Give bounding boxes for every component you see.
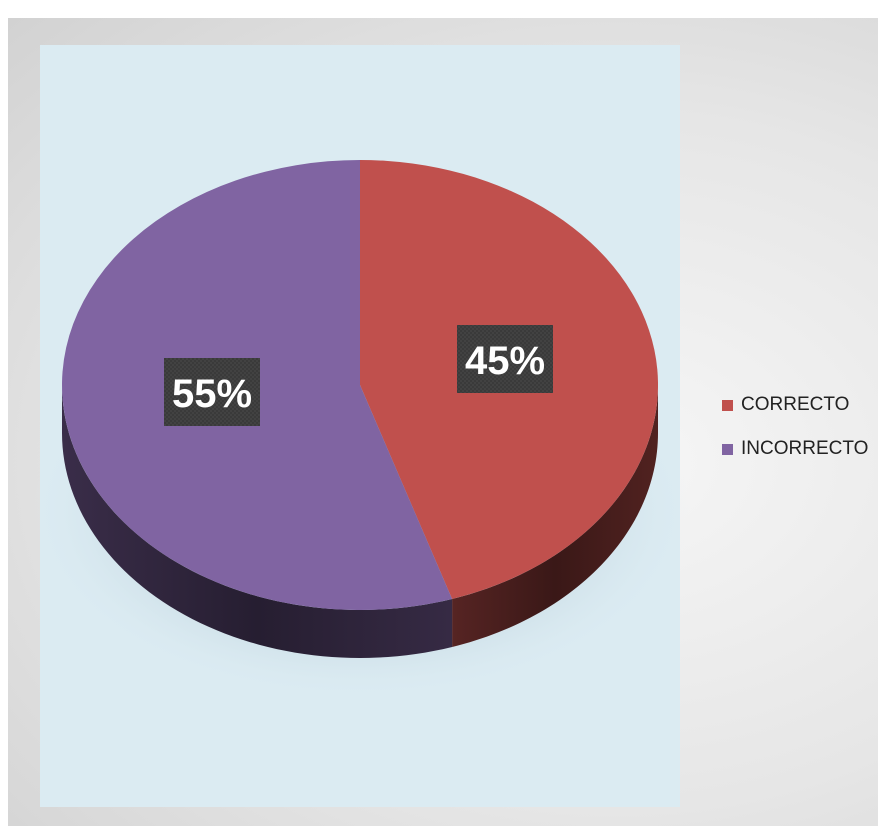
legend-item-correcto: CORRECTO [722, 392, 868, 418]
legend-label-incorrecto: INCORRECTO [741, 438, 869, 459]
pie-side-correcto [452, 385, 658, 647]
pie-sides [62, 385, 658, 658]
pie-data-labels: 45% 55% [164, 325, 553, 426]
pie-slices [62, 160, 659, 610]
data-label-incorrecto: 55% [164, 358, 260, 426]
legend: CORRECTO INCORRECTO [722, 392, 868, 480]
legend-item-incorrecto: INCORRECTO [722, 436, 868, 462]
legend-label-correcto: CORRECTO [741, 394, 850, 415]
legend-swatch-incorrecto [722, 443, 733, 455]
data-label-box [457, 325, 553, 393]
legend-swatch-correcto [722, 399, 733, 411]
pie-side-incorrecto [62, 385, 453, 658]
data-label-text: 45% [465, 339, 545, 383]
data-label-text: 55% [172, 372, 252, 416]
data-label-box [164, 358, 260, 426]
data-label-correcto: 45% [457, 325, 553, 393]
